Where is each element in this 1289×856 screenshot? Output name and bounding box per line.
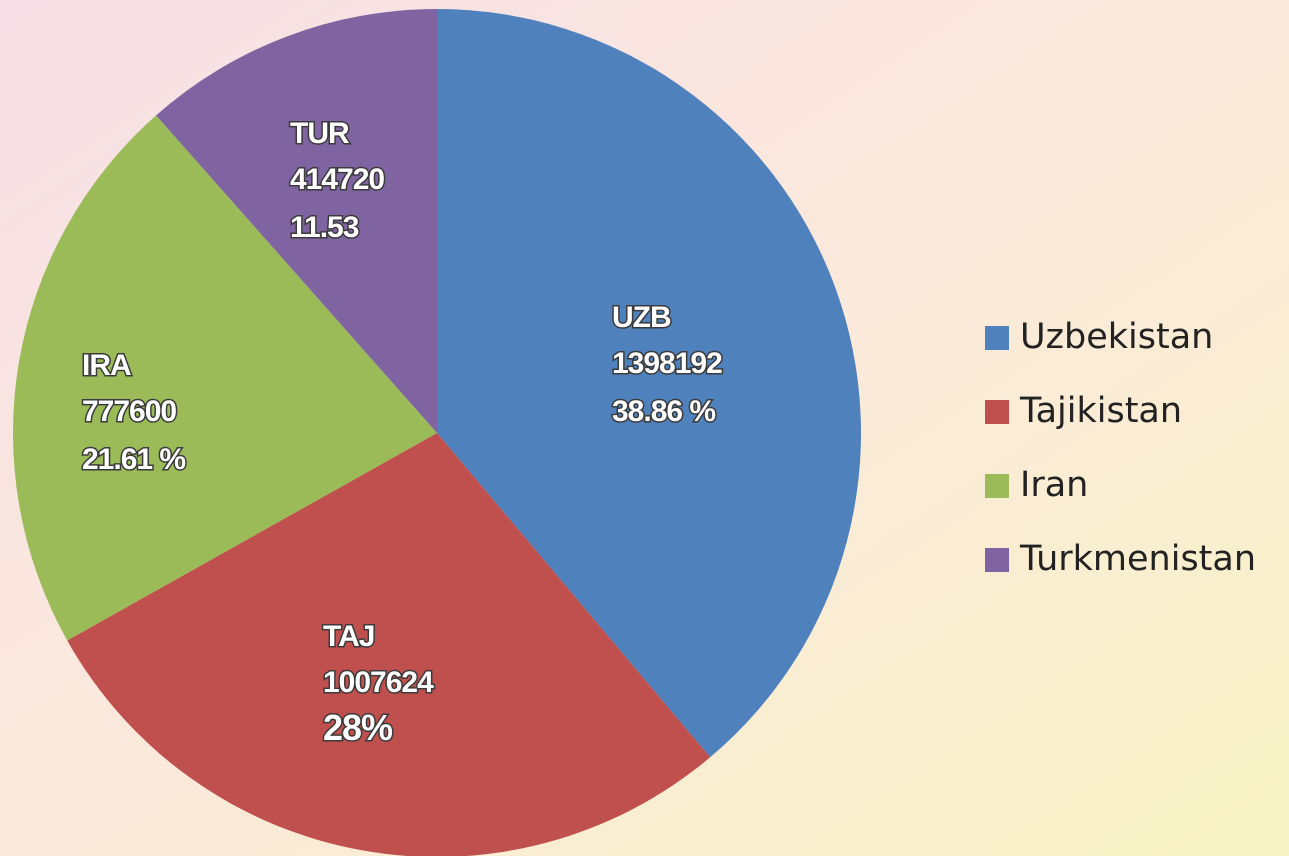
slice-label-name: UZB (612, 301, 671, 334)
pie-slice (67, 433, 711, 856)
legend-label: Uzbekistan (1020, 317, 1213, 357)
slice-label-value: 1007624 (323, 666, 434, 699)
legend-swatch (985, 326, 1009, 350)
slice-label-name: TUR (290, 117, 350, 150)
legend-label: Iran (1020, 465, 1088, 505)
legend-swatch (985, 548, 1009, 572)
legend-swatch (985, 474, 1009, 498)
pie-slice (156, 9, 438, 433)
slice-label-percent: 11.53 (290, 211, 359, 244)
slice-label-percent: 28% (323, 707, 393, 748)
slice-label-value: 414720 (290, 163, 384, 196)
slice-label-value: 777600 (82, 395, 176, 428)
slice-label-percent: 21.61 % (82, 443, 185, 476)
slice-label-percent: 38.86 % (612, 395, 715, 428)
legend-swatch (985, 400, 1009, 424)
legend-label: Turkmenistan (1019, 539, 1256, 579)
pie-slice (437, 9, 862, 758)
slice-label-name: TAJ (323, 620, 374, 653)
slice-label-name: IRA (82, 349, 131, 382)
slice-label-value: 1398192 (612, 347, 722, 380)
legend-label: Tajikistan (1019, 391, 1182, 431)
pie-slice (13, 115, 438, 641)
